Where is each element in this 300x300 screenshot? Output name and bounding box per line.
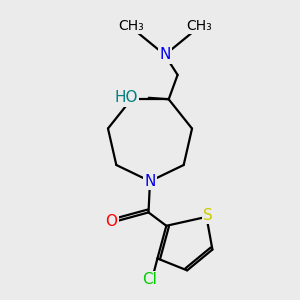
Text: N: N [144,174,156,189]
Text: CH₃: CH₃ [118,19,144,33]
Text: CH₃: CH₃ [186,19,212,33]
Text: N: N [159,47,170,62]
Text: Cl: Cl [142,272,158,287]
Text: O: O [105,214,117,229]
Text: HO: HO [115,90,138,105]
Text: S: S [203,208,213,223]
